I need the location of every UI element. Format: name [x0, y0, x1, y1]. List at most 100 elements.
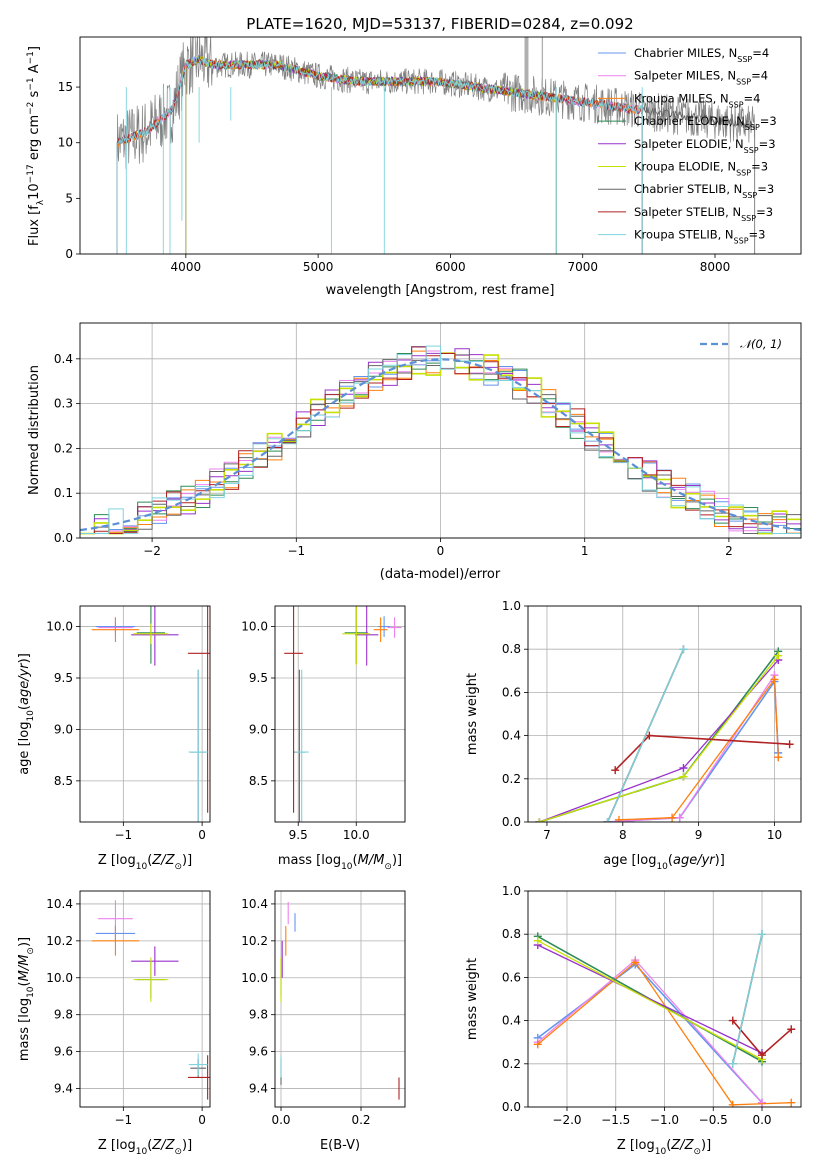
spectrum-legend: Chabrier MILES, NSSP=4 Salpeter MILES, NS… — [598, 46, 777, 245]
age-vs-metallicity-panel — [76, 605, 211, 826]
x-axis-label: wavelength [Angstrom, rest frame] — [326, 283, 555, 298]
x-axis-label: Z [log10(Z/Z⊙)] — [98, 853, 192, 872]
observed-spectrum — [116, 37, 756, 177]
weight-point-salpeter-stelib — [645, 731, 654, 740]
weight-point-salpeter-miles — [675, 813, 684, 822]
x-tick-label: 0.2 — [351, 1113, 370, 1127]
y-tick-label: 0.2 — [502, 772, 521, 786]
weight-point-salpeter-stelib — [611, 766, 620, 775]
y-tick-label: 0.4 — [502, 729, 521, 743]
y-tick-label: 9.6 — [54, 1045, 73, 1059]
y-tick-label: 0.2 — [54, 441, 73, 455]
weight-line-kroupa-elodie — [537, 940, 763, 1061]
y-tick-label: 8.5 — [249, 774, 268, 788]
y-tick-label: 9.6 — [249, 1045, 268, 1059]
weight-point-kroupa-miles — [631, 958, 640, 967]
x-tick-label: −0.5 — [699, 1113, 728, 1127]
y-tick-label: 0.0 — [54, 531, 73, 545]
y-tick-label: 0.1 — [54, 486, 73, 500]
x-tick-label: −1 — [114, 828, 132, 842]
legend-label-chabrier-miles: Chabrier MILES, NSSP=4 — [634, 46, 769, 64]
y-axis-label: mass weight — [465, 958, 480, 1040]
errorbar-kroupa-miles — [91, 926, 140, 956]
weight-line-kroupa-elodie — [539, 655, 779, 822]
y-tick-label: 10.0 — [46, 971, 73, 985]
x-tick-label: 0 — [198, 1113, 206, 1127]
x-tick-label: 0.0 — [752, 1113, 771, 1127]
mass-weight-vs-metallicity-panel-frame — [527, 890, 802, 1108]
spectrum-panel-frame — [79, 36, 802, 255]
weight-line-kroupa-miles — [618, 677, 779, 821]
residual-panel-frame — [79, 322, 802, 539]
weight-point-kroupa-miles — [770, 675, 779, 684]
weight-point-kroupa-stelib — [603, 818, 612, 822]
errorbar-kroupa-elodie — [133, 623, 169, 645]
y-tick-label: 9.8 — [249, 1008, 268, 1022]
mass-weight-vs-metallicity-panel-plot-area — [533, 930, 796, 1107]
errorbar-kroupa-stelib — [188, 669, 208, 822]
x-tick-label: −2 — [143, 544, 161, 558]
errorbar-kroupa-miles — [373, 617, 388, 642]
y-tick-label: 0.4 — [502, 1014, 521, 1028]
sky-line-mask — [541, 37, 544, 110]
legend-label-kroupa-miles: Kroupa MILES, NSSP=4 — [634, 91, 760, 109]
y-tick-label: 9.4 — [54, 1082, 73, 1096]
x-axis-label: mass [log10(M/M⊙)] — [278, 853, 402, 872]
x-tick-label: 7 — [543, 828, 551, 842]
x-tick-label: 7000 — [567, 260, 598, 274]
weight-point-kroupa-elodie — [679, 772, 688, 781]
weight-point-salpeter-stelib — [785, 740, 794, 749]
y-tick-label: 1.0 — [502, 599, 521, 613]
weight-point-kroupa-miles — [787, 1098, 796, 1107]
errorbar-chabrier-miles — [378, 616, 390, 637]
x-tick-label: 8000 — [700, 260, 731, 274]
x-tick-label: 10 — [767, 828, 782, 842]
weight-line-kroupa-stelib — [607, 648, 685, 822]
age-vs-mass-panel — [271, 605, 406, 826]
model-spectrum-chabrier-stelib — [116, 57, 755, 146]
y-tick-label: 0.2 — [502, 1057, 521, 1071]
x-axis-label: (data-model)/error — [380, 567, 501, 582]
y-tick-label: 10.0 — [241, 620, 268, 634]
errorbar-salpeter-stelib — [187, 1055, 210, 1100]
residual-panel-plot-area — [80, 345, 801, 535]
weight-point-salpeter-stelib — [728, 1016, 737, 1025]
y-tick-label: 0.3 — [54, 397, 73, 411]
legend-label-salpeter-stelib: Salpeter STELIB, NSSP=3 — [634, 205, 773, 223]
spectrum-panel-plot-area — [116, 37, 756, 254]
y-axis-label: Normed distribution — [27, 365, 42, 495]
x-axis-label: Z [log10(Z/Z⊙)] — [98, 1138, 192, 1157]
errorbar-salpeter-miles — [387, 617, 402, 638]
x-tick-label: 0 — [198, 828, 206, 842]
errorbar-kroupa-elodie — [133, 957, 169, 1002]
weight-point-kroupa-stelib — [728, 1059, 737, 1068]
legend-label-normal: 𝒩(0, 1) — [740, 337, 782, 351]
y-tick-label: 0 — [65, 247, 73, 261]
weight-point-salpeter-elodie — [679, 764, 688, 772]
x-tick-label: 6000 — [435, 260, 466, 274]
y-axis-label: age [log10(age/yr)] — [17, 653, 36, 775]
y-axis-label: mass [log10(M/M⊙)] — [17, 937, 36, 1061]
y-axis-label: mass weight — [465, 673, 480, 755]
errorbar-salpeter-elodie — [131, 946, 179, 976]
x-tick-label: −1 — [287, 544, 305, 558]
weight-point-kroupa-miles — [774, 753, 783, 762]
y-tick-label: 10.4 — [46, 897, 73, 911]
spectrum-panel — [76, 36, 802, 258]
y-tick-label: 5 — [65, 191, 73, 205]
x-tick-label: −1.5 — [601, 1113, 630, 1127]
y-tick-label: 0.8 — [502, 927, 521, 941]
mass-vs-metallicity-panel-frame — [79, 890, 211, 1108]
legend-label-kroupa-stelib: Kroupa STELIB, NSSP=3 — [634, 228, 765, 246]
errorbar-kroupa-miles — [91, 617, 140, 642]
mass-weight-vs-metallicity-panel — [524, 890, 802, 1111]
age-vs-metallicity-panel-frame — [79, 605, 211, 823]
weight-line-kroupa-miles — [537, 961, 792, 1106]
errorbar-kroupa-elodie — [342, 606, 371, 665]
legend-label-kroupa-elodie: Kroupa ELODIE, NSSP=3 — [634, 160, 768, 178]
figure-title: PLATE=1620, MJD=53137, FIBERID=0284, z=0… — [246, 15, 633, 33]
residual-panel — [76, 322, 802, 542]
mass-vs-extinction-panel-plot-area — [280, 902, 400, 1100]
mass-vs-metallicity-panel-plot-area — [91, 900, 210, 1100]
